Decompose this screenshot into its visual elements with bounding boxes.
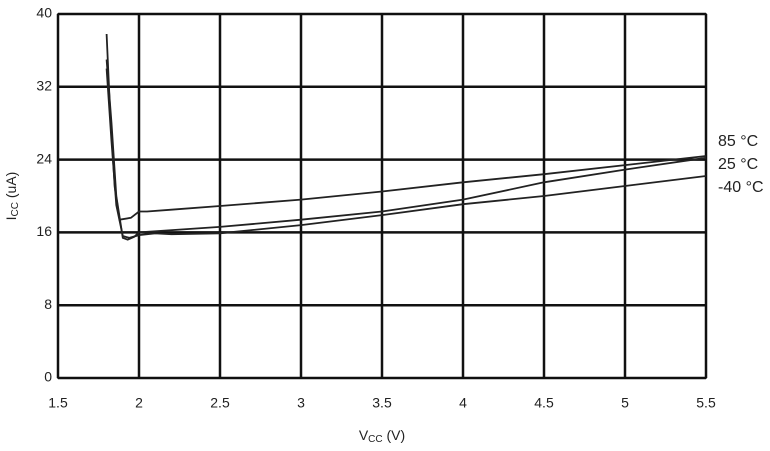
y-axis-label: ICC (uA) bbox=[3, 172, 21, 221]
series-label: -40 °C bbox=[718, 179, 764, 196]
y-label-sub: CC bbox=[10, 202, 21, 216]
y-tick-label: 8 bbox=[44, 296, 52, 312]
y-label-base: I bbox=[3, 216, 19, 220]
x-tick-label: 5 bbox=[621, 395, 629, 411]
y-tick-label: 24 bbox=[36, 150, 52, 166]
y-tick-label: 0 bbox=[44, 369, 52, 385]
plot-frame bbox=[57, 13, 707, 379]
series-label: 25 °C bbox=[718, 156, 758, 173]
x-tick-label: 3.5 bbox=[372, 395, 392, 411]
x-tick-label: 4 bbox=[459, 395, 467, 411]
x-tick-label: 5.5 bbox=[696, 395, 716, 411]
x-tick-label: 3 bbox=[297, 395, 305, 411]
y-tick-label: 32 bbox=[36, 78, 52, 94]
x-tick-label: 2 bbox=[135, 395, 143, 411]
x-label-base: V bbox=[359, 427, 369, 443]
x-tick-label: 2.5 bbox=[210, 395, 230, 411]
x-axis-label: VCC (V) bbox=[359, 427, 405, 445]
y-tick-label: 16 bbox=[36, 223, 52, 239]
x-tick-label: 4.5 bbox=[534, 395, 554, 411]
series-line bbox=[105, 33, 707, 221]
y-label-rest: (uA) bbox=[3, 172, 19, 202]
series-label: 85 °C bbox=[718, 133, 758, 150]
series-line bbox=[105, 68, 707, 239]
series-line bbox=[105, 59, 707, 241]
x-label-rest: (V) bbox=[383, 427, 406, 443]
x-label-sub: CC bbox=[368, 434, 382, 445]
y-tick-label: 40 bbox=[36, 5, 52, 21]
x-tick-label: 1.5 bbox=[48, 395, 68, 411]
